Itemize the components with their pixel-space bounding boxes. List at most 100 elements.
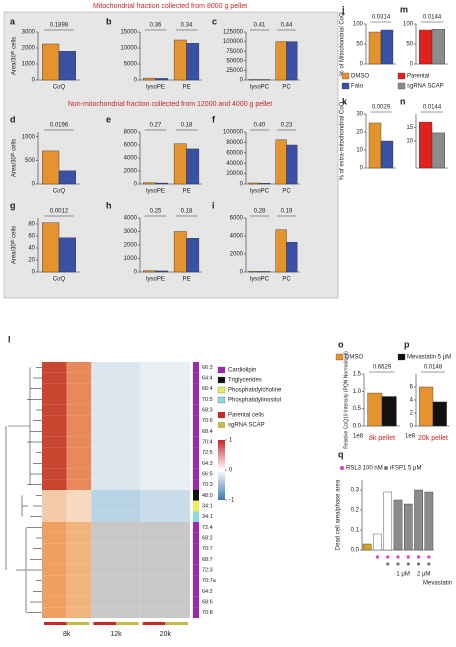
legend-label: sgRNA SCAP [407,84,444,90]
group-label: 1 μM [396,572,409,578]
row-label: 66:3 [202,365,213,371]
heatmap-cell-block [42,607,67,618]
y-tick-label: 0.2 [351,508,360,514]
y-tick-label: 25000 [226,68,243,74]
row-side-color [193,532,199,544]
bar [393,499,403,551]
legend-label: RSL3 100 nM [346,466,383,472]
legend-label: Parental [407,74,429,80]
heatmap-cell-block [66,394,92,405]
heatmap-cell-block [91,543,141,554]
panel-letter: f [212,114,216,124]
bar [419,29,433,65]
row-label: 70:7 [202,546,213,552]
x-axis-label: 8k pellet [369,435,395,442]
bar [259,183,271,185]
y-tick-label: 3000 [22,30,36,36]
heatmap-cell-block [42,532,67,544]
treatment-dot [396,555,400,559]
x-axis-label: 20k pellet [418,435,448,442]
bar [155,270,169,273]
legend-swatch [217,386,226,394]
p-value: 0.36 [150,23,162,29]
heatmap-cell-block [66,458,92,469]
heatmap-cell-block [42,383,67,394]
panel-letter: i [212,200,215,210]
p-value: 0.23 [281,123,293,129]
treatment-dot [375,555,380,559]
legend-swatch [397,82,406,90]
y-tick-label: 0 [410,62,414,68]
y-tick-label: 4 [410,398,414,404]
y-tick-label: 60000 [226,150,243,156]
x-tick-label: CoQ [53,189,66,195]
row-side-color [193,362,199,373]
y-tick-label: 8000 [124,130,138,136]
y-tick-label: 80000 [226,140,243,146]
panel-letter: o [338,339,344,349]
bar [367,392,383,427]
heatmap-cell-block [66,383,92,394]
y-tick-label: 80 [28,222,35,228]
heatmap-cell-block [140,522,190,533]
legend-label: DMSO [351,74,369,80]
panel-letter: c [212,16,217,26]
row-label: 68:7 [202,557,213,563]
y-tick-label: 2000 [22,46,36,52]
y-tick-label: 0 [32,182,36,188]
p-value: 0.0029 [372,105,391,111]
y-tick-label: 0 [410,424,414,430]
bar [58,170,76,185]
panel-letter: a [10,16,16,26]
heatmap-cell-block [66,415,92,426]
legend-label: Triglycerides [228,378,262,384]
bar [142,270,156,273]
panel-letter: e [106,114,111,124]
heatmap-cell-block [42,479,67,490]
bar [173,143,187,185]
section-header: Mitochondrial fraction collected from 80… [93,3,247,10]
row-label: 68:4 [202,429,213,435]
bar [173,231,187,273]
legend-label: iFSP1 5 μM [390,466,421,472]
colorbar [218,440,225,500]
y-tick-label: 0 [32,270,36,276]
x-tick-label: lysoPE [146,85,165,91]
x-tick-label: CoQ [53,277,66,283]
heatmap-cell-block [140,596,190,608]
bar [58,237,76,273]
y-tick-label: 10 [356,148,363,154]
heatmap-cell-block [91,394,141,405]
y-tick-label: 30 [356,112,363,118]
y-tick-label: 0 [240,78,244,84]
bar [380,29,394,65]
heatmap-cell-block [91,511,141,522]
panel-letter: l [8,334,11,344]
heatmap-cell-block [66,607,92,618]
heatmap-cell-block [66,511,92,522]
p-value: 0.28 [254,209,266,215]
row-label: 66:5 [202,471,213,477]
heatmap-cell-block [66,543,92,554]
bar [275,139,287,185]
y-tick-label: 0.3 [351,488,360,494]
row-side-color [193,522,199,533]
x-tick-label: CoQ [53,85,66,91]
legend-swatch [218,412,225,418]
treatment-dot [386,562,390,566]
y-tick-label: 2000 [124,243,138,249]
heatmap-cell-block [140,426,190,437]
heatmap-cell-block [66,362,92,373]
heatmap-cell-block [91,447,141,458]
legend-dot [384,466,388,470]
heatmap-cell-block [91,522,141,533]
row-label: 70:7a [202,578,217,584]
bar [248,182,260,185]
p-value: 0.25 [150,209,162,215]
x-tick-label: lysoPC [250,277,270,283]
y-axis-label: Area/30ᵗʰ cells [11,226,18,264]
row-label: 34:1 [202,503,213,509]
y-tick-label: 0 [240,182,244,188]
panel-letter: h [106,200,112,210]
row-side-color [193,415,199,426]
